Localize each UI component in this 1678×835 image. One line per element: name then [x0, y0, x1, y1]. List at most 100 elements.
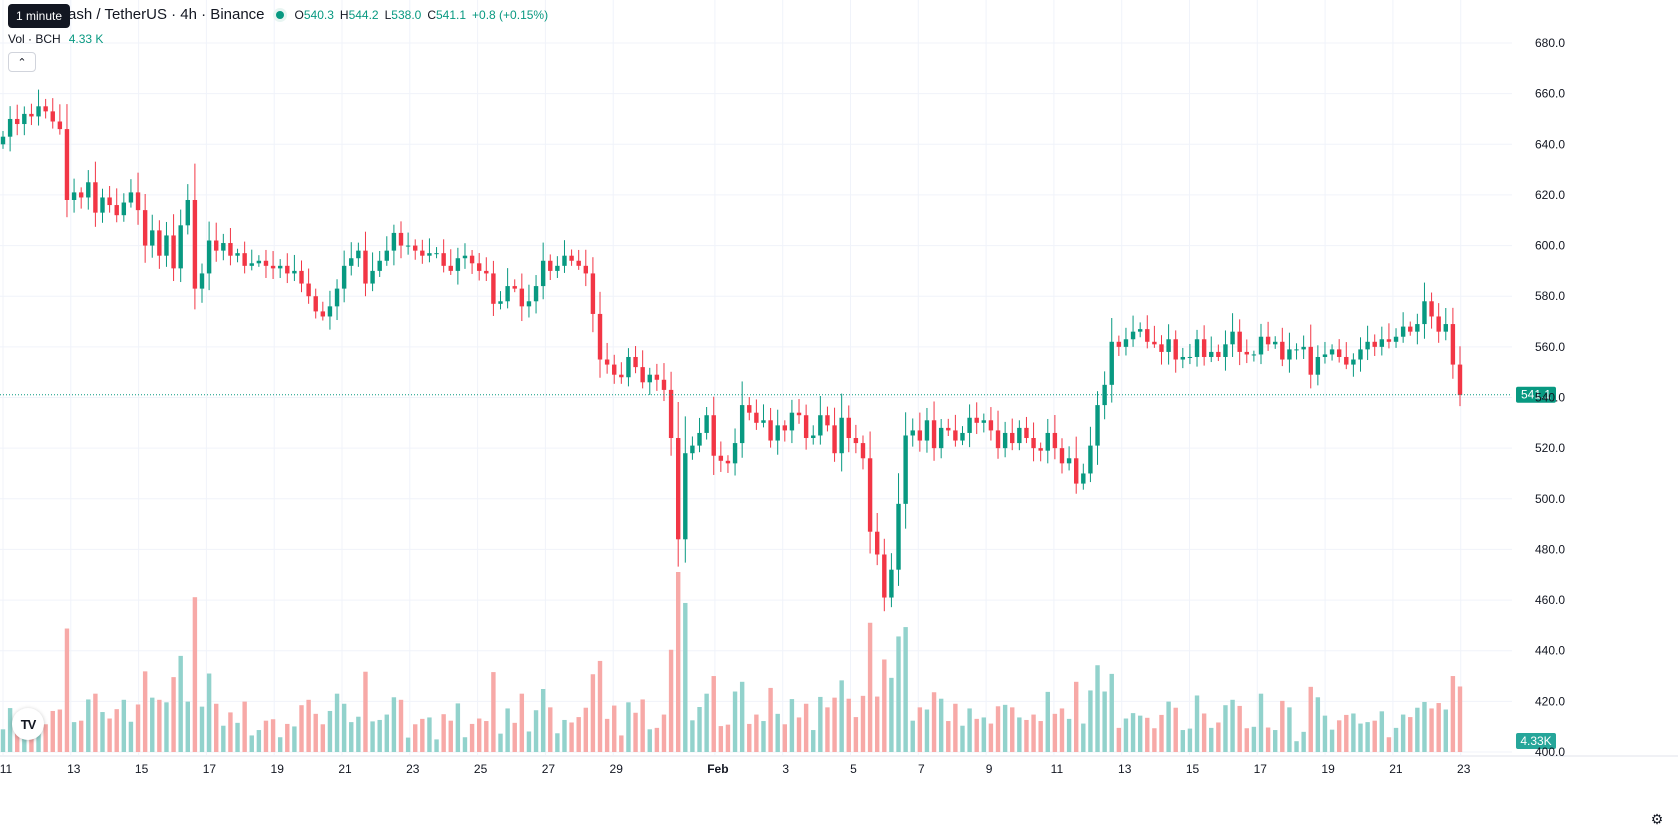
- chevron-up-icon: ⌃: [17, 56, 27, 69]
- volume-bar: [505, 708, 510, 752]
- tradingview-logo[interactable]: TV: [12, 708, 44, 740]
- volume-label[interactable]: Vol · BCH: [8, 32, 61, 46]
- candle-body: [1024, 427, 1029, 439]
- volume-bar: [1436, 703, 1441, 752]
- volume-bar: [1408, 717, 1413, 752]
- candle-body: [1258, 336, 1264, 355]
- low-value: 538.0: [391, 7, 422, 22]
- candlesticks: [0, 89, 1463, 612]
- candle-body: [413, 245, 418, 251]
- volume-bar: [1422, 701, 1427, 752]
- symbol-legend: Bitcoin Cash / TetherUS · 4h · Binance O…: [8, 6, 548, 23]
- candle-body: [796, 412, 802, 416]
- volume-bar: [1450, 676, 1456, 752]
- volume-bar: [327, 710, 333, 752]
- volume-bar: [1230, 699, 1235, 752]
- volume-bar: [910, 720, 915, 752]
- candle-body: [405, 245, 411, 247]
- volume-bar: [1137, 715, 1143, 752]
- volume-bar: [285, 723, 290, 752]
- candle-body: [960, 432, 965, 441]
- volume-bar: [661, 714, 667, 752]
- volume-bar: [1159, 714, 1164, 752]
- time-tick-label: 5: [850, 762, 857, 776]
- candle-body: [100, 197, 105, 213]
- volume-bar: [768, 687, 773, 752]
- candle-body: [1457, 364, 1463, 395]
- volume-bar: [1308, 686, 1313, 752]
- candle-body: [874, 531, 880, 555]
- volume-bar: [1123, 718, 1129, 752]
- volume-bar: [1180, 730, 1186, 752]
- time-axis[interactable]: 11 13 15 17 19 21 23 25 27 29 Feb 3 5 7 9 11 13 15 17 19 21 2…: [0, 762, 1471, 776]
- candle-body: [775, 425, 780, 441]
- volume-bar: [1102, 691, 1107, 752]
- collapse-legend-button[interactable]: ⌃: [8, 52, 36, 72]
- volume-bar: [1358, 723, 1363, 752]
- volume-bar: [93, 693, 98, 752]
- volume-bar: [718, 726, 724, 752]
- candle-body: [1152, 341, 1157, 345]
- volume-bar: [1066, 718, 1072, 752]
- volume-bar: [1400, 714, 1406, 752]
- volume-bar: [242, 701, 247, 752]
- gear-icon[interactable]: ⚙: [1650, 810, 1664, 827]
- candle-body: [78, 192, 84, 198]
- volume-bar: [931, 692, 937, 752]
- volume-bar: [484, 721, 489, 752]
- volume-bar: [1336, 720, 1342, 752]
- candle-body: [29, 113, 34, 117]
- price-tick-label: 500.0: [1535, 492, 1565, 506]
- time-tick-label: 13: [1118, 762, 1132, 776]
- candle-body: [1251, 354, 1257, 356]
- candle-body: [1436, 316, 1441, 332]
- candle-body: [718, 455, 724, 461]
- volume-bar: [441, 714, 446, 752]
- volume-bar: [1216, 722, 1221, 752]
- candle-body: [1344, 356, 1349, 365]
- volume-bar: [1166, 701, 1171, 752]
- candle-body: [1031, 438, 1036, 449]
- volume-bar: [15, 722, 20, 752]
- candle-body: [811, 435, 816, 439]
- volume-bar: [889, 677, 894, 752]
- candle-body: [619, 374, 624, 378]
- candle-body: [1315, 356, 1321, 375]
- volume-bar: [384, 714, 389, 752]
- candle-body: [505, 286, 510, 302]
- price-axis[interactable]: 680.0 660.0 640.0 620.0 600.0 580.0 560.0 540.0…: [1535, 36, 1565, 759]
- volume-bar: [142, 671, 148, 752]
- volume-bar: [455, 703, 461, 752]
- volume-bar: [164, 702, 169, 752]
- candle-body: [583, 265, 589, 274]
- volume-bar: [1095, 665, 1100, 752]
- candle-body: [1081, 473, 1086, 484]
- candle-body: [398, 232, 404, 246]
- candle-body: [299, 270, 304, 284]
- open-value: 540.3: [303, 7, 334, 22]
- volume-bar: [185, 701, 190, 752]
- volume-bar: [1194, 695, 1200, 752]
- candle-body: [164, 235, 169, 256]
- volume-bar: [1024, 719, 1029, 752]
- symbol-title[interactable]: Bitcoin Cash / TetherUS · 4h · Binance: [8, 6, 265, 23]
- volume-bar: [1386, 737, 1392, 752]
- last-price-badge: [1516, 386, 1556, 403]
- candle-body: [1116, 341, 1122, 347]
- volume-bar: [846, 698, 851, 752]
- volume-bar: [178, 655, 183, 752]
- time-tick-label: 21: [338, 762, 352, 776]
- candle-body: [938, 427, 944, 449]
- volume-bar: [199, 706, 205, 752]
- candle-body: [597, 313, 603, 360]
- price-tick-label: 640.0: [1535, 137, 1565, 151]
- price-tick-label: 520.0: [1535, 441, 1565, 455]
- volume-bar: [519, 693, 525, 752]
- volume-bar: [206, 673, 212, 752]
- candle-body: [441, 253, 446, 266]
- volume-bar: [1365, 722, 1370, 752]
- candle-body: [832, 425, 837, 454]
- candle-body: [1038, 448, 1043, 451]
- candle-body: [1265, 336, 1271, 345]
